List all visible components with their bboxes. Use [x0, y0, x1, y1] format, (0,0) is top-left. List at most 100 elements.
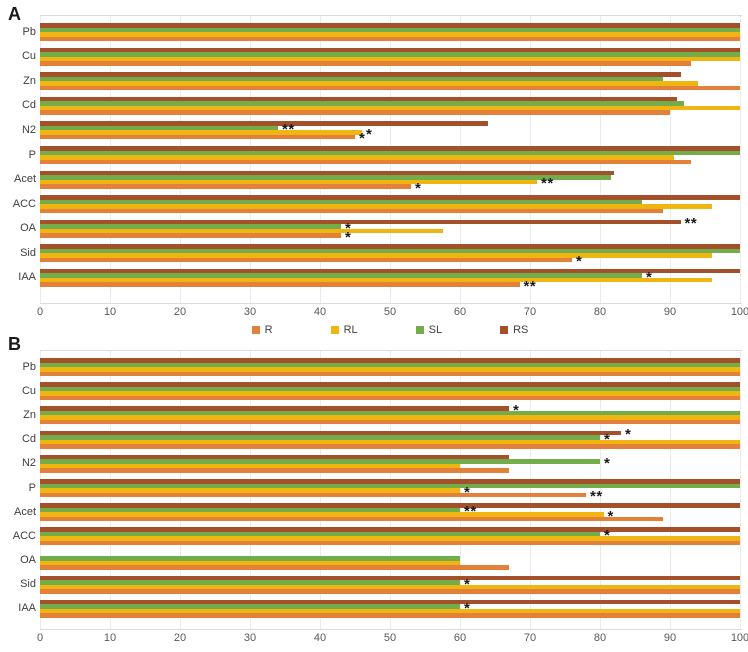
x-tick-B-60: 60	[453, 632, 467, 644]
category-label-A-Zn: Zn	[23, 74, 36, 87]
plot-frame-top-A	[40, 15, 742, 16]
category-label-A-Sid: Sid	[20, 246, 36, 259]
bar-B-Sid-RL	[40, 584, 740, 590]
bar-A-Cd-RS	[40, 96, 677, 102]
bar-A-Sid-R	[40, 257, 572, 263]
significance-B-Sid-SL: *	[464, 577, 470, 592]
bar-B-Acet-RS	[40, 503, 740, 508]
plot-frame-top-B	[40, 350, 742, 351]
significance-B-Cd-SL: *	[604, 432, 610, 447]
category-label-B-ACC: ACC	[12, 529, 36, 542]
legend-swatch-R	[251, 326, 260, 334]
gridline-A-100	[740, 15, 741, 303]
category-label-A-Cd: Cd	[21, 99, 36, 112]
legend-item-SL: SL	[415, 324, 442, 336]
significance-B-Cd-RS: *	[625, 426, 632, 444]
gridline-B-90	[670, 350, 671, 629]
x-tick-B-20: 20	[173, 632, 187, 644]
significance-B-Zn-RS: *	[513, 403, 519, 418]
bar-A-Cu-R	[40, 61, 691, 66]
panel-b-label: B	[8, 334, 21, 354]
bar-A-OA-RS	[40, 219, 681, 225]
x-tick-A-0: 0	[36, 306, 44, 318]
bar-B-N2-R	[40, 468, 509, 473]
significance-A-Acet-RL: **	[541, 175, 554, 193]
bar-B-Cd-RL	[40, 439, 740, 445]
bar-A-IAA-SL	[40, 273, 642, 278]
x-tick-B-50: 50	[383, 632, 397, 644]
bar-B-Pb-SL	[40, 362, 740, 368]
bar-B-Pb-R	[40, 371, 740, 377]
significance-B-P-RL: *	[464, 485, 470, 500]
significance-A-Acet-R: *	[415, 179, 422, 197]
legend-swatch-RS	[500, 326, 509, 334]
bar-A-P-RL	[40, 155, 674, 160]
panel-a-label: A	[8, 4, 21, 24]
x-tick-A-30: 30	[243, 306, 257, 318]
bar-A-ACC-SL	[40, 199, 642, 205]
bar-A-Cu-SL	[40, 52, 740, 57]
legend-item-RL: RL	[330, 324, 358, 336]
bar-B-P-RS	[40, 479, 740, 484]
x-tick-B-90: 90	[663, 632, 677, 644]
x-tick-A-20: 20	[173, 306, 187, 318]
significance-B-Acet-RL: *	[608, 509, 614, 524]
bar-B-ACC-R	[40, 540, 740, 546]
bar-B-Cu-R	[40, 395, 740, 401]
bar-A-Zn-RS	[40, 72, 681, 77]
x-tick-B-40: 40	[313, 632, 327, 644]
bar-A-IAA-RS	[40, 268, 740, 274]
bar-B-OA-R	[40, 565, 509, 570]
x-tick-A-50: 50	[383, 306, 397, 318]
significance-A-OA-RS: **	[684, 215, 698, 233]
bar-A-N2-R	[40, 134, 355, 140]
legend-label-RS: RS	[513, 324, 529, 336]
bar-B-P-RL	[40, 488, 460, 493]
bar-B-Zn-SL	[40, 410, 740, 416]
bar-A-Sid-RS	[40, 244, 740, 249]
category-label-A-Cu: Cu	[21, 50, 36, 63]
bar-A-OA-SL	[40, 224, 341, 229]
category-label-A-Acet: Acet	[13, 173, 36, 186]
bar-A-Sid-RL	[40, 253, 712, 258]
gridline-B-70	[530, 350, 531, 629]
x-tick-A-100: 100	[730, 306, 748, 318]
x-tick-A-10: 10	[103, 306, 117, 318]
x-tick-B-100: 100	[730, 632, 748, 644]
category-label-A-Pb: Pb	[22, 25, 36, 38]
category-label-B-OA: OA	[20, 554, 36, 567]
category-label-A-P: P	[28, 148, 36, 161]
significance-A-N2-R: *	[359, 130, 366, 148]
x-tick-B-80: 80	[593, 632, 607, 644]
bar-B-Pb-RS	[40, 358, 740, 363]
gridline-B-80	[600, 350, 601, 629]
legend: R RL SL RS	[40, 324, 740, 336]
category-label-B-Zn: Zn	[23, 408, 36, 421]
bar-A-Cd-SL	[40, 101, 684, 106]
category-label-B-IAA: IAA	[18, 602, 36, 615]
bar-B-Zn-RS	[40, 406, 509, 411]
bar-B-P-SL	[40, 483, 740, 488]
bar-A-ACC-R	[40, 208, 663, 214]
bar-A-Sid-SL	[40, 248, 740, 254]
significance-B-IAA-SL: *	[464, 601, 470, 616]
bar-B-IAA-RL	[40, 608, 740, 614]
bar-B-IAA-SL	[40, 604, 460, 609]
significance-A-IAA-SL: *	[646, 270, 652, 285]
bar-A-Pb-RL	[40, 32, 740, 37]
legend-item-R: R	[251, 324, 273, 336]
bar-A-Pb-RS	[40, 23, 740, 28]
bar-A-N2-SL	[40, 125, 278, 131]
x-tick-A-40: 40	[313, 306, 327, 318]
bar-A-Cu-RS	[40, 47, 740, 53]
bar-B-Sid-SL	[40, 580, 460, 585]
legend-label-RL: RL	[343, 324, 358, 336]
bar-A-ACC-RS	[40, 195, 740, 200]
bar-B-OA-RL	[40, 560, 460, 566]
significance-B-ACC-SL: *	[604, 528, 610, 543]
category-label-B-Cu: Cu	[21, 384, 36, 397]
bar-B-ACC-SL	[40, 531, 600, 537]
x-tick-B-30: 30	[243, 632, 257, 644]
bar-A-Acet-R	[40, 184, 411, 189]
bar-A-Cu-RL	[40, 56, 740, 62]
